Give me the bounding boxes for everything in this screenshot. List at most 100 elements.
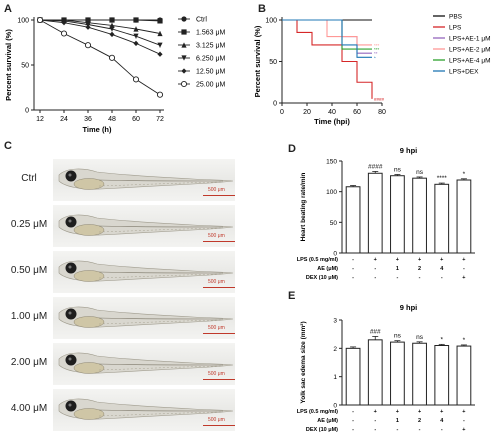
y-tick-label-d: 0 [333, 251, 337, 258]
zebrafish-larva-image [53, 297, 235, 339]
zebrafish-concentration-label: 0.25 μM [10, 219, 48, 230]
significance-marker-b: * [374, 55, 376, 60]
zebrafish-larva-drawing [58, 306, 234, 328]
significance-label-e: * [463, 337, 466, 344]
data-point-a [157, 42, 163, 48]
zebrafish-concentration-label: 0.50 μM [10, 265, 48, 276]
zebrafish-concentration-label: 2.00 μM [10, 357, 48, 368]
treatment-cell-d: - [419, 275, 421, 281]
zebrafish-row: 0.50 μM 500 μm [0, 251, 250, 301]
zebrafish-larva-image [53, 343, 235, 385]
legend-label-a: 1.563 μM [196, 30, 225, 37]
data-point-a [85, 21, 91, 28]
y-axis-label-b: Percent survival (%) [253, 25, 262, 97]
bar-e [434, 345, 450, 406]
survival-step-line-b [282, 19, 372, 58]
treatment-row-label-e: AE (μM) [317, 418, 338, 424]
data-point-a [61, 20, 67, 26]
legend-label-b: PBS [449, 14, 463, 21]
treatment-cell-d: + [462, 275, 465, 281]
x-tick-label-b: 20 [303, 109, 311, 116]
treatment-cell-d: - [352, 275, 354, 281]
zebrafish-larva-drawing [58, 214, 234, 236]
chart-title-d: 9 hpi [400, 146, 418, 155]
yolk-sac-bar-chart: 9 hpi 0 1 2 3 Yolk sac edema size (mm²) ### ns n… [297, 303, 475, 433]
treatment-cell-e: - [374, 418, 376, 424]
bar-e [390, 341, 405, 406]
treatment-cell-d: 1 [396, 266, 399, 272]
bar-e [367, 339, 383, 406]
legend-label-b: LPS [449, 25, 462, 32]
treatment-cell-e: + [374, 409, 377, 415]
bar-e [345, 347, 361, 406]
data-point-a [85, 24, 91, 30]
legend-label-b: LPS+AE-4 μM [449, 58, 491, 65]
y-tick-label-a: 0 [25, 108, 29, 115]
panel-letter-a: A [4, 3, 12, 15]
zebrafish-larva-drawing [58, 398, 234, 420]
scale-bar-label: 500 μm [208, 325, 225, 331]
scale-bar-label: 500 μm [208, 417, 225, 423]
x-tick-label-b: 0 [280, 109, 284, 116]
panel-letter-c: C [4, 140, 12, 152]
zebrafish-row: 4.00 μM 500 μm [0, 389, 250, 439]
y-tick-label-e: 1 [333, 374, 337, 381]
data-point-a [84, 42, 92, 49]
series-line-a [40, 19, 161, 34]
treatment-cell-d: - [374, 275, 376, 281]
data-point-a [132, 76, 140, 83]
data-point-a [109, 17, 115, 23]
bar-d [390, 175, 405, 254]
treatment-cell-d: 4 [440, 266, 444, 272]
treatment-cell-d: + [440, 257, 443, 263]
data-point-a [157, 30, 163, 37]
treatment-cell-e: - [352, 418, 354, 424]
panel-letter-b: B [258, 3, 266, 15]
treatment-cell-d: + [462, 257, 465, 263]
zebrafish-larva-drawing [58, 260, 234, 282]
x-tick-label-b: 40 [328, 109, 336, 116]
x-axis-label-a: Time (h) [82, 125, 112, 134]
treatment-row-label-d: AE (μM) [317, 266, 338, 272]
significance-label-d: * [463, 171, 466, 178]
significance-marker-b: #### [374, 97, 385, 102]
data-point-a [85, 17, 91, 23]
survival-chart-concentration: 0 50 100 12 24 36 48 60 72 Time (h) Percent surviv… [4, 16, 225, 134]
scale-bar [203, 379, 235, 381]
legend-label-a: 12.50 μM [196, 69, 225, 76]
scale-bar [203, 195, 235, 197]
scale-bar-label: 500 μm [208, 233, 225, 239]
treatment-cell-e: - [396, 427, 398, 433]
data-point-a [133, 40, 139, 46]
y-tick-label-e: 0 [333, 403, 337, 410]
legend-label-b: LPS+DEX [449, 69, 479, 76]
legend-marker-a [180, 80, 188, 88]
y-tick-label-a: 50 [21, 63, 29, 70]
treatment-cell-d: - [441, 275, 443, 281]
legend-marker-a [181, 68, 187, 74]
x-tick-label-a: 60 [132, 116, 140, 123]
treatment-row-label-d: DEX (10 μM) [306, 275, 338, 281]
zebrafish-concentration-label: 4.00 μM [10, 403, 48, 414]
zebrafish-larva-drawing [58, 168, 234, 190]
treatment-cell-e: + [462, 409, 465, 415]
chart-title-e: 9 hpi [400, 303, 418, 312]
scale-bar [203, 241, 235, 243]
series-line-a [39, 19, 161, 55]
significance-label-d: **** [437, 175, 448, 182]
x-tick-label-b: 80 [378, 109, 386, 116]
treatment-cell-d: - [374, 266, 376, 272]
treatment-cell-e: - [419, 427, 421, 433]
y-axis-label-d: Heart beating rate/min [300, 173, 307, 242]
data-point-a [157, 18, 163, 24]
x-tick-label-a: 24 [60, 116, 68, 123]
treatment-cell-e: + [396, 409, 399, 415]
treatment-row-label-d: LPS (0.5 mg/ml) [297, 257, 338, 263]
zebrafish-larva-image [53, 251, 235, 293]
legend-marker-a [181, 29, 187, 35]
x-tick-label-a: 48 [108, 116, 116, 123]
legend-marker-a [181, 55, 187, 61]
treatment-row-label-e: LPS (0.5 mg/ml) [297, 409, 338, 415]
scale-bar [203, 287, 235, 289]
bar-e [456, 345, 472, 406]
